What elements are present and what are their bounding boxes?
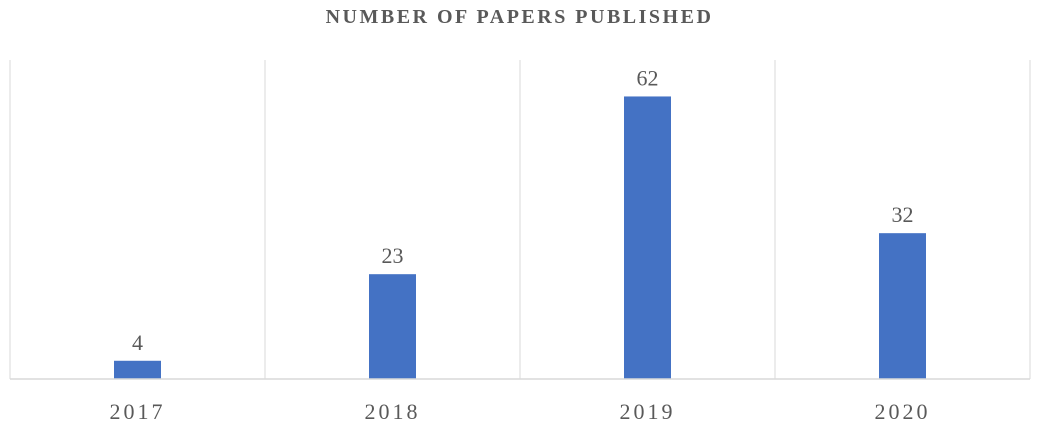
chart-title: NUMBER OF PAPERS PUBLISHED <box>325 6 714 28</box>
data-label-2017: 4 <box>132 330 143 355</box>
x-tick-label-2020: 2020 <box>875 399 931 424</box>
x-axis-tick-labels: 2017 2018 2019 2020 <box>110 399 931 424</box>
bar-2019 <box>624 96 671 379</box>
x-tick-label-2019: 2019 <box>620 399 676 424</box>
bar-2020 <box>879 233 926 379</box>
x-tick-label-2017: 2017 <box>110 399 166 424</box>
data-labels: 4 23 62 32 <box>132 65 914 354</box>
bar-2018 <box>369 274 416 379</box>
data-label-2018: 23 <box>382 243 404 268</box>
x-tick-label-2018: 2018 <box>365 399 421 424</box>
data-label-2020: 32 <box>892 202 914 227</box>
bar-2017 <box>114 360 161 379</box>
data-label-2019: 62 <box>637 65 659 90</box>
bars <box>114 96 926 379</box>
gridlines <box>9 60 1031 379</box>
